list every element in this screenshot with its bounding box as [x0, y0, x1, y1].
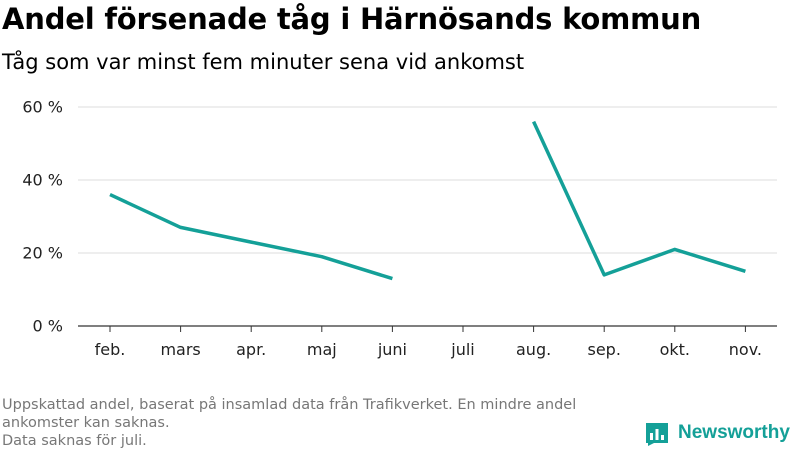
chart-title: Andel försenade tåg i Härnösands kommun — [2, 2, 702, 36]
chart-subtitle: Tåg som var minst fem minuter sena vid a… — [2, 50, 525, 74]
x-tick-label: juli — [450, 340, 474, 359]
line-chart: 0 % 20 % 40 % 60 % feb. mars apr. maj juni juli au… — [22, 98, 777, 359]
x-tick-label: apr. — [236, 340, 266, 359]
x-tick-label: nov. — [729, 340, 762, 359]
footnote-line-1: Uppskattad andel, baserat på insamlad da… — [2, 397, 577, 431]
y-tick-label: 40 % — [22, 171, 63, 190]
y-tick-label: 20 % — [22, 244, 63, 263]
newsworthy-bar-chart-icon — [646, 423, 668, 446]
x-tick-label: okt. — [660, 340, 690, 359]
x-tick-label: sep. — [587, 340, 620, 359]
newsworthy-logo: Newsworthy — [644, 420, 790, 446]
x-tick-label: maj — [307, 340, 337, 359]
series-line — [109, 193, 393, 281]
series-line — [532, 120, 746, 277]
x-tick-label: juni — [377, 340, 407, 359]
x-tick-label: aug. — [516, 340, 551, 359]
footnote-line-2: Data saknas för juli. — [2, 433, 147, 449]
logo-text: Newsworthy — [678, 422, 790, 443]
x-tick-label: feb. — [95, 340, 126, 359]
chart-footnote: Uppskattad andel, baserat på insamlad da… — [2, 396, 642, 450]
x-tick-label: mars — [160, 340, 200, 359]
y-tick-label: 60 % — [22, 98, 63, 117]
y-tick-label: 0 % — [33, 317, 63, 336]
